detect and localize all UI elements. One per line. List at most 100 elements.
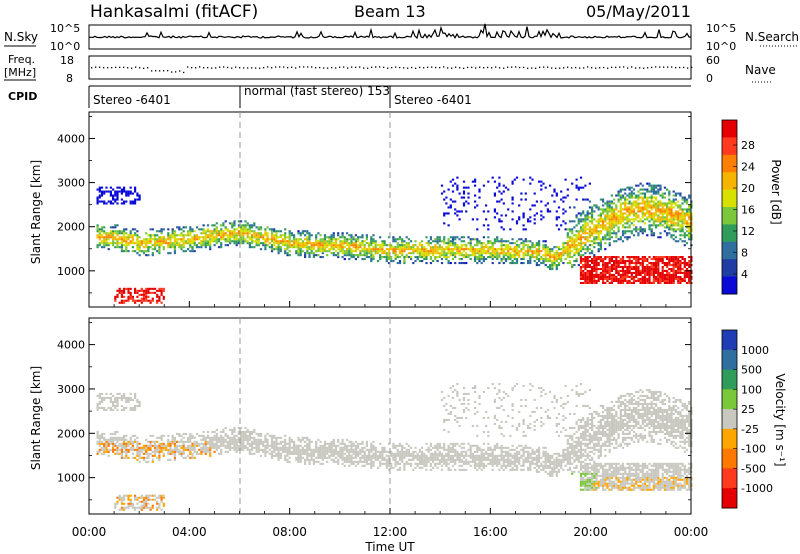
power-cell xyxy=(445,212,448,215)
power-cell xyxy=(657,190,660,193)
power-cell xyxy=(582,218,585,221)
power-cell xyxy=(679,194,682,197)
velocity-cell xyxy=(341,440,344,443)
power-cell xyxy=(246,240,249,243)
power-cell xyxy=(619,281,622,284)
power-cell xyxy=(487,224,490,227)
power-cell xyxy=(268,228,271,231)
velocity-cell xyxy=(112,450,115,453)
power-cell xyxy=(244,240,247,243)
y-tick-label: 4000 xyxy=(57,133,85,146)
power-cell xyxy=(125,232,128,235)
power-cell xyxy=(184,242,187,245)
power-cell xyxy=(251,230,254,233)
power-cell xyxy=(299,248,302,251)
power-cell xyxy=(571,230,574,233)
y-tick-label: 2000 xyxy=(57,221,85,234)
velocity-cell xyxy=(138,442,141,445)
power-cell xyxy=(544,256,547,259)
power-cell xyxy=(606,226,609,229)
power-cell xyxy=(116,186,119,189)
power-cell xyxy=(246,222,249,225)
power-cell xyxy=(136,198,139,201)
velocity-cell xyxy=(105,444,108,447)
power-cell xyxy=(381,248,384,251)
power-cell xyxy=(330,252,333,255)
power-cell xyxy=(357,236,360,239)
power-cell xyxy=(599,224,602,227)
velocity-cell xyxy=(182,432,185,435)
power-cell xyxy=(551,268,554,271)
velocity-cell xyxy=(169,448,172,451)
velocity-cell xyxy=(361,456,364,459)
power-cell xyxy=(619,204,622,207)
power-cell xyxy=(564,252,567,255)
power-cell xyxy=(663,202,666,205)
power-cell xyxy=(632,192,636,195)
power-cell xyxy=(573,238,576,241)
power-cell xyxy=(381,240,384,243)
power-cell xyxy=(591,275,594,278)
power-cell xyxy=(220,232,223,235)
power-cell xyxy=(270,244,274,247)
velocity-cell xyxy=(348,448,351,451)
power-cell xyxy=(599,218,602,221)
power-cell xyxy=(650,208,653,211)
power-cell xyxy=(361,236,364,239)
power-cell xyxy=(595,256,598,259)
power-cell xyxy=(237,230,240,233)
velocity-cell xyxy=(131,506,134,509)
power-cell xyxy=(211,236,214,239)
power-cell xyxy=(427,240,430,243)
velocity-cell xyxy=(229,428,232,431)
power-cell xyxy=(511,248,514,251)
velocity-cell xyxy=(145,500,148,503)
power-cell xyxy=(100,228,104,231)
power-cell xyxy=(264,232,267,235)
power-cell xyxy=(284,238,287,241)
power-cell xyxy=(348,244,351,247)
freq-point xyxy=(659,66,661,68)
velocity-cell xyxy=(317,460,320,463)
power-cell xyxy=(628,268,631,271)
velocity-cell xyxy=(350,448,353,451)
power-cell xyxy=(504,244,508,247)
power-cell xyxy=(624,218,627,221)
velocity-cell xyxy=(295,448,298,451)
date-title: 05/May/2011 xyxy=(586,2,691,21)
power-cell xyxy=(608,256,611,259)
power-cell xyxy=(198,228,201,231)
power-cell xyxy=(652,184,655,187)
power-cell xyxy=(478,242,481,245)
power-cell xyxy=(573,226,576,229)
power-cell xyxy=(436,252,439,255)
velocity-cell xyxy=(105,440,108,443)
velocity-cell xyxy=(299,450,302,453)
power-cell xyxy=(628,264,631,267)
velocity-cell xyxy=(145,444,148,447)
power-cell xyxy=(493,208,496,211)
power-cell xyxy=(577,238,580,241)
power-cell xyxy=(639,258,642,261)
power-cell xyxy=(646,269,649,272)
velocity-cell xyxy=(116,438,119,441)
power-cell xyxy=(330,248,333,251)
power-cell xyxy=(677,271,680,274)
power-cell xyxy=(462,236,466,239)
power-cell xyxy=(670,277,673,280)
power-cell xyxy=(630,194,633,197)
power-cell xyxy=(213,236,216,239)
velocity-cell xyxy=(270,434,274,437)
power-cell xyxy=(529,258,532,261)
power-cell xyxy=(215,238,218,241)
power-cell xyxy=(643,202,647,205)
power-cell xyxy=(606,216,609,219)
power-cell xyxy=(500,238,503,241)
power-cell xyxy=(279,234,282,237)
power-cell xyxy=(114,226,117,229)
velocity-cell xyxy=(103,452,106,455)
velocity-cell xyxy=(350,446,353,449)
power-cell xyxy=(641,220,644,223)
velocity-cell xyxy=(187,454,190,457)
